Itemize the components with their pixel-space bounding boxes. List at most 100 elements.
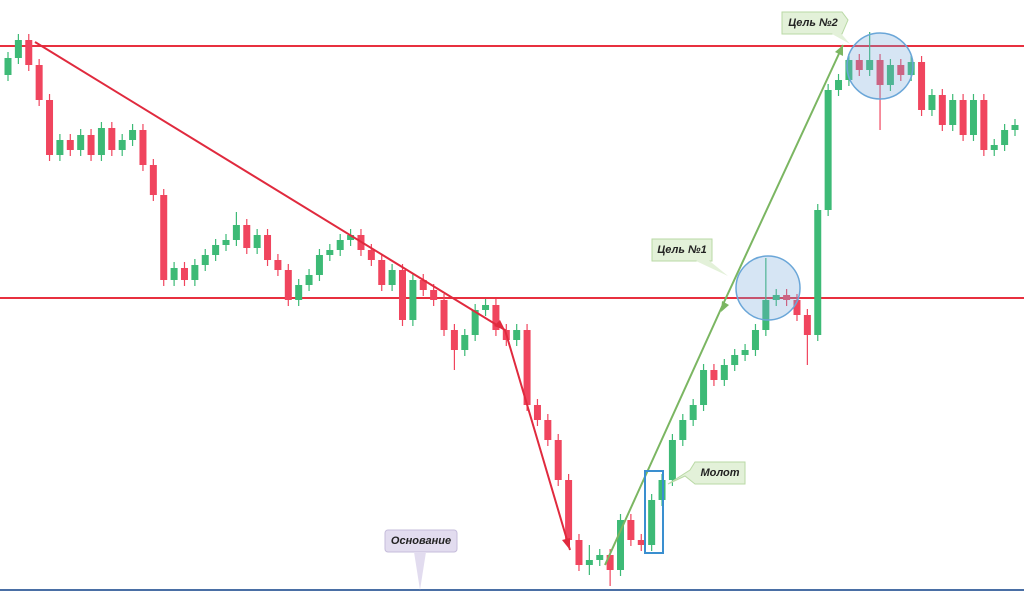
candle-body: [440, 300, 448, 330]
candle-body: [347, 235, 355, 240]
down-trend-arrow: [34, 41, 571, 551]
candle-body: [637, 540, 645, 545]
candle-body: [212, 245, 220, 255]
candle-body: [450, 330, 458, 350]
candle-body: [87, 135, 95, 155]
candle-body: [409, 280, 417, 320]
candle-body: [596, 555, 604, 560]
candle-body: [14, 40, 22, 58]
callout: [651, 238, 713, 262]
candle-body: [949, 100, 957, 125]
candle-body: [180, 268, 188, 280]
candle-body: [129, 130, 137, 140]
callout-pointer: [414, 552, 426, 590]
candle-body: [544, 420, 552, 440]
candle-body: [824, 90, 832, 210]
candle-body: [751, 330, 759, 350]
candle-body: [731, 355, 739, 365]
candle-body: [679, 420, 687, 440]
candle-body: [253, 235, 261, 248]
candle-body: [46, 100, 54, 155]
candle-body: [222, 240, 230, 245]
candle-body: [585, 560, 593, 565]
callout-label: Цель №2: [788, 17, 837, 29]
candle-body: [938, 95, 946, 125]
candle-body: [835, 80, 843, 90]
candle-body: [201, 255, 209, 265]
candle-body: [305, 275, 313, 285]
candle-body: [523, 330, 531, 405]
candle-body: [762, 300, 770, 330]
candle-body: [118, 140, 126, 150]
candle-body: [25, 40, 33, 65]
levels: [0, 45, 1024, 591]
target-circle: [846, 32, 914, 100]
candle-body: [471, 310, 479, 335]
candle-body: [430, 290, 438, 300]
candle-body: [845, 60, 853, 80]
candle-body: [97, 128, 105, 155]
candle-body: [388, 270, 396, 285]
callout-label: Молот: [700, 467, 739, 479]
candle-body: [367, 250, 375, 260]
candle-body: [606, 555, 614, 570]
candle-body: [689, 405, 697, 420]
candle-body: [35, 65, 43, 100]
candle-body: [897, 65, 905, 75]
callout-label: Цель №1: [657, 244, 706, 256]
candle-body: [980, 100, 988, 150]
candle-body: [461, 335, 469, 350]
candle-body: [492, 305, 500, 330]
candle-body: [160, 195, 168, 280]
arrow-head: [562, 538, 570, 550]
callout: [781, 11, 849, 35]
callout-label: Основание: [391, 535, 451, 547]
candle-body: [533, 405, 541, 420]
candle-body: [149, 165, 157, 195]
candle-body: [482, 305, 490, 310]
candles: [4, 32, 1019, 586]
candle-body: [886, 65, 894, 85]
candle-body: [66, 140, 74, 150]
candle-body: [575, 540, 583, 565]
candle-body: [876, 60, 884, 85]
candle-body: [274, 260, 282, 270]
arrow-head: [494, 320, 505, 330]
callout: [667, 461, 746, 485]
candle-body: [710, 370, 718, 380]
candle-body: [700, 370, 708, 405]
candle-body: [232, 225, 240, 240]
candle-body: [284, 270, 292, 300]
candle-body: [336, 240, 344, 250]
arrow-head: [835, 45, 843, 56]
candle-body: [56, 140, 64, 155]
candle-body: [315, 255, 323, 275]
target-circle: [735, 255, 801, 321]
candle-body: [959, 100, 967, 135]
candle-body: [77, 135, 85, 150]
candle-body: [243, 225, 251, 248]
candle-body: [720, 365, 728, 380]
candle-body: [866, 60, 874, 70]
arrow-head: [721, 301, 729, 312]
candle-body: [803, 315, 811, 335]
candle-body: [191, 265, 199, 280]
candle-body: [170, 268, 178, 280]
candle-body: [108, 128, 116, 150]
candle-body: [554, 440, 562, 480]
candle-body: [398, 270, 406, 320]
candle-body: [627, 520, 635, 540]
candle-body: [1011, 125, 1019, 130]
candle-body: [928, 95, 936, 110]
candle-body: [855, 60, 863, 70]
candle-body: [326, 250, 334, 255]
hammer-box: [644, 470, 664, 554]
candle-body: [565, 480, 573, 540]
candle-body: [1001, 130, 1009, 145]
candle-body: [264, 235, 272, 260]
candle-body: [741, 350, 749, 355]
candle-body: [772, 295, 780, 300]
candle-body: [295, 285, 303, 300]
callout-pointer: [696, 258, 728, 276]
